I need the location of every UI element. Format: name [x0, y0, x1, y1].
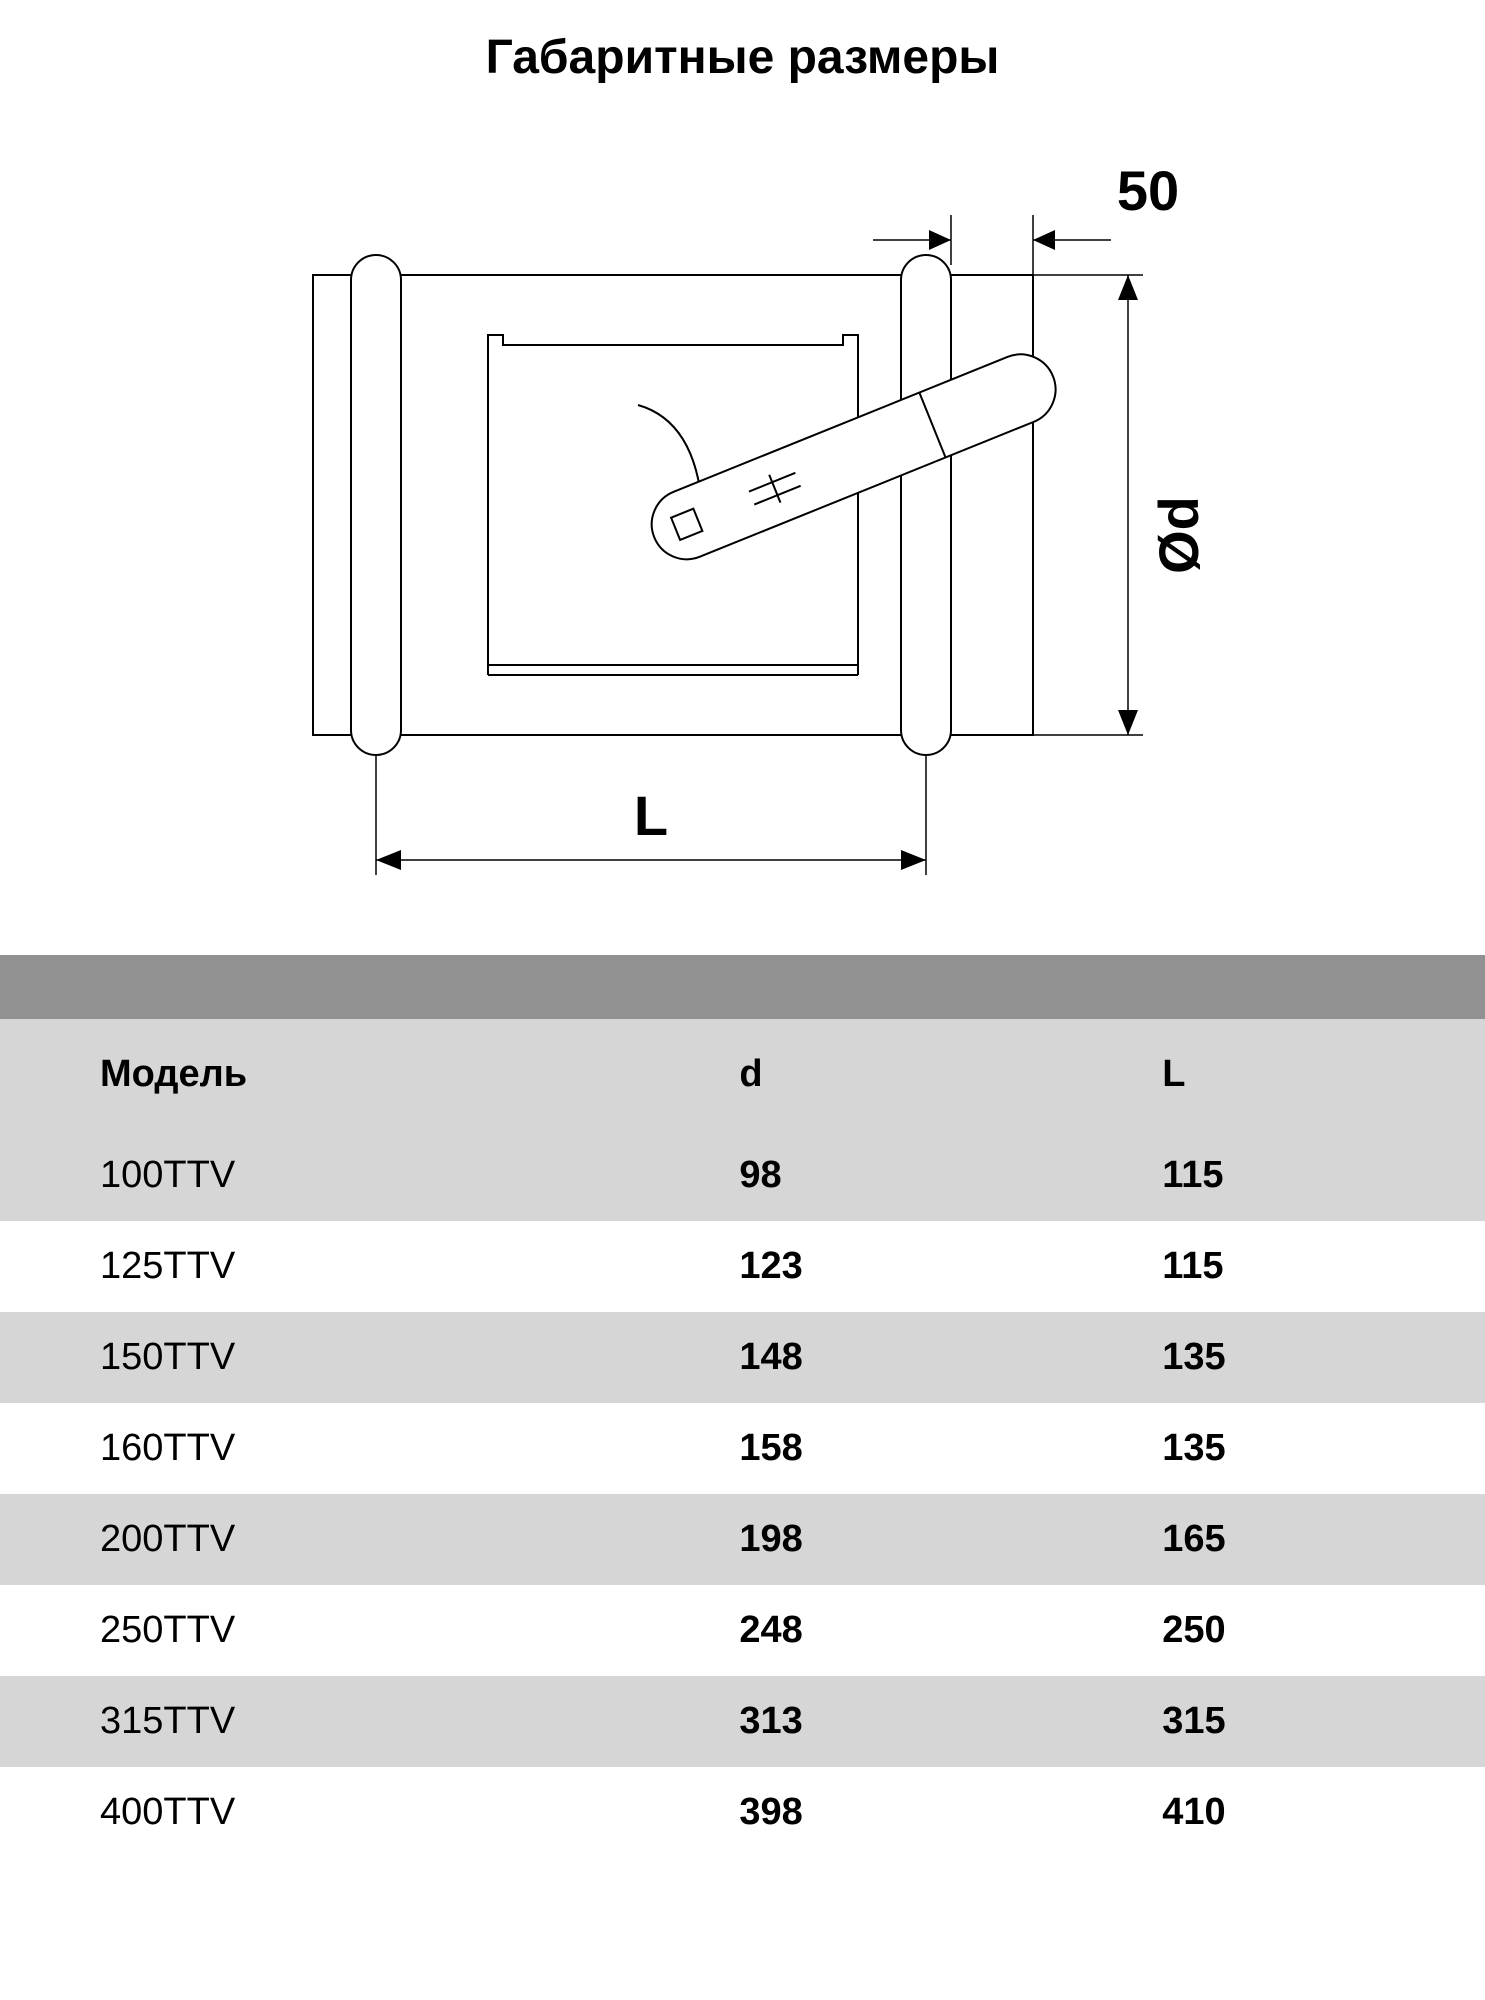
cell-d: 313	[639, 1676, 1062, 1767]
diagram-wrap: 50 Ød L	[0, 115, 1485, 915]
page-title: Габаритные размеры	[0, 30, 1485, 85]
cell-d: 398	[639, 1767, 1062, 1858]
col-model: Модель	[0, 1019, 639, 1130]
cell-d: 123	[639, 1221, 1062, 1312]
table-row: 315TTV313315	[0, 1676, 1485, 1767]
cell-L: 315	[1062, 1676, 1485, 1767]
table-header-row: Модель d L	[0, 1019, 1485, 1130]
table-top-band	[0, 955, 1485, 1019]
cell-model: 150TTV	[0, 1312, 639, 1403]
dimensions-table: Модель d L 100TTV98115125TTV123115150TTV…	[0, 1019, 1485, 1858]
table-row: 400TTV398410	[0, 1767, 1485, 1858]
table-row: 100TTV98115	[0, 1130, 1485, 1221]
col-L: L	[1062, 1019, 1485, 1130]
table-row: 125TTV123115	[0, 1221, 1485, 1312]
cell-L: 410	[1062, 1767, 1485, 1858]
cell-L: 165	[1062, 1494, 1485, 1585]
cell-L: 115	[1062, 1221, 1485, 1312]
cell-model: 250TTV	[0, 1585, 639, 1676]
dim-label-L: L	[633, 784, 667, 847]
dim-label-50: 50	[1116, 159, 1178, 222]
cell-model: 160TTV	[0, 1403, 639, 1494]
cell-d: 158	[639, 1403, 1062, 1494]
cell-d: 148	[639, 1312, 1062, 1403]
col-d: d	[639, 1019, 1062, 1130]
cell-d: 98	[639, 1130, 1062, 1221]
table-row: 250TTV248250	[0, 1585, 1485, 1676]
cell-L: 250	[1062, 1585, 1485, 1676]
table-row: 200TTV198165	[0, 1494, 1485, 1585]
cell-L: 135	[1062, 1403, 1485, 1494]
cell-d: 248	[639, 1585, 1062, 1676]
dimensions-diagram: 50 Ød L	[143, 115, 1343, 915]
cell-L: 115	[1062, 1130, 1485, 1221]
table-row: 150TTV148135	[0, 1312, 1485, 1403]
dim-label-d: Ød	[1147, 496, 1210, 574]
cell-model: 315TTV	[0, 1676, 639, 1767]
cell-d: 198	[639, 1494, 1062, 1585]
cell-L: 135	[1062, 1312, 1485, 1403]
cell-model: 200TTV	[0, 1494, 639, 1585]
cell-model: 125TTV	[0, 1221, 639, 1312]
cell-model: 100TTV	[0, 1130, 639, 1221]
cell-model: 400TTV	[0, 1767, 639, 1858]
table-row: 160TTV158135	[0, 1403, 1485, 1494]
